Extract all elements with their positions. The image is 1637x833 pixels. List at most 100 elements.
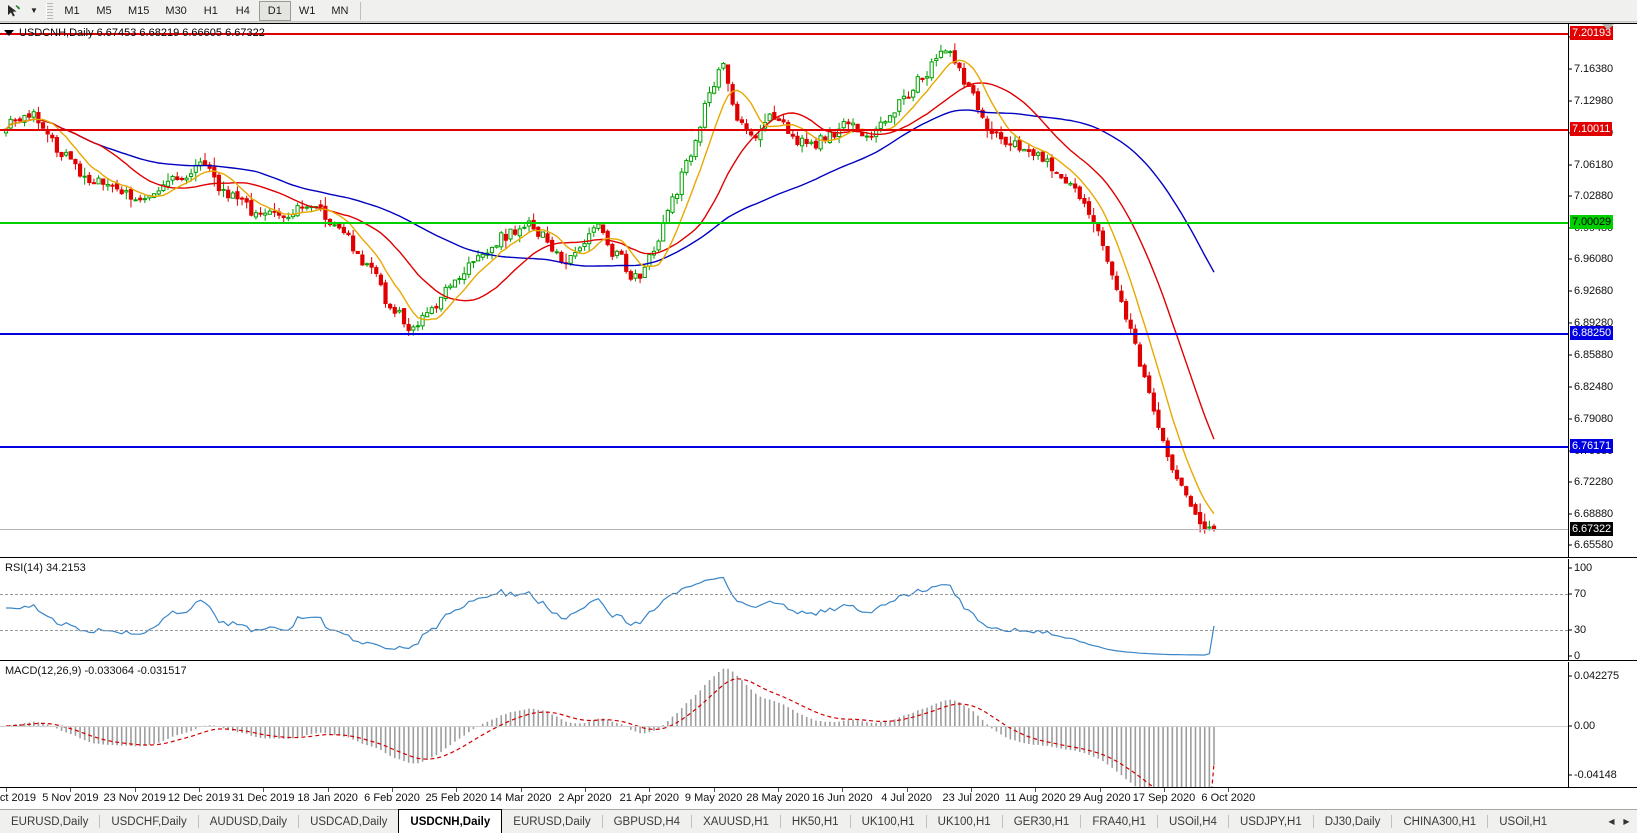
tab-divider bbox=[1001, 815, 1003, 828]
chart-tab-usoil-h4[interactable]: USOil,H4 bbox=[1169, 816, 1217, 828]
price-pane[interactable]: USDCNH,Daily 6.67453 6.68219 6.66605 6.6… bbox=[0, 24, 1637, 558]
date-tick bbox=[199, 788, 200, 792]
timeframe-button-mn[interactable]: MN bbox=[331, 4, 349, 17]
date-axis-label: 16 Jun 2020 bbox=[812, 792, 873, 804]
date-tick bbox=[70, 788, 72, 792]
macd-plot[interactable] bbox=[0, 662, 1568, 787]
price-level-badge-7.10011[interactable]: 7.10011 bbox=[1570, 121, 1613, 136]
rsi-level-30 bbox=[0, 629, 1568, 631]
rsi-tick bbox=[1568, 655, 1572, 657]
rsi-plot[interactable] bbox=[0, 559, 1568, 660]
candlestick-series bbox=[3, 43, 1217, 534]
macd-series bbox=[5, 668, 1215, 787]
crosshair-cursor-icon[interactable] bbox=[0, 1, 26, 21]
chart-tab-hk50-h1[interactable]: HK50,H1 bbox=[791, 816, 839, 828]
timeframe-button-w1[interactable]: W1 bbox=[298, 4, 316, 17]
macd-pane[interactable]: MACD(12,26,9) -0.033064 -0.031517 0.0422… bbox=[0, 662, 1637, 787]
price-tick bbox=[1568, 322, 1572, 324]
date-tick bbox=[1164, 788, 1165, 792]
price-level-line-6.76171[interactable] bbox=[0, 445, 1568, 448]
macd-tick bbox=[1568, 725, 1572, 727]
price-level-badge-6.67322[interactable]: 6.67322 bbox=[1570, 521, 1614, 536]
price-level-line-7.00029[interactable] bbox=[0, 222, 1568, 225]
tab-nav: ◀ ▶ bbox=[1605, 810, 1637, 833]
chart-tab-usdcad-daily[interactable]: USDCAD,Daily bbox=[310, 816, 388, 828]
price-level-line-7.20193[interactable] bbox=[0, 33, 1568, 36]
timeframe-button-m5[interactable]: M5 bbox=[96, 4, 112, 17]
chart-tab-gbpusd-h4[interactable]: GBPUSD,H4 bbox=[613, 816, 681, 828]
tab-divider bbox=[601, 815, 603, 828]
chart-tab-dj30-daily[interactable]: DJ30,Daily bbox=[1324, 816, 1381, 828]
macd-tick bbox=[1568, 774, 1572, 776]
timeframe-button-m1[interactable]: M1 bbox=[64, 4, 80, 17]
price-level-badge-6.88250[interactable]: 6.88250 bbox=[1570, 325, 1614, 340]
tab-divider bbox=[1157, 815, 1158, 828]
rsi-tick bbox=[1568, 593, 1572, 595]
rsi-axis[interactable]: 100 70 30 0 bbox=[1568, 559, 1637, 660]
date-axis-label: 6 Feb 2020 bbox=[364, 792, 420, 804]
timeframe-button-h4[interactable]: H4 bbox=[235, 4, 250, 17]
chart-tab-eurusd-daily[interactable]: EURUSD,Daily bbox=[11, 816, 89, 828]
tab-divider bbox=[1312, 815, 1314, 828]
price-level-badge-6.76171[interactable]: 6.76171 bbox=[1570, 438, 1614, 453]
timeframe-button-d1[interactable]: D1 bbox=[258, 0, 291, 21]
chart-tab-fra40-h1[interactable]: FRA40,H1 bbox=[1092, 816, 1146, 828]
chart-tab-china300-h1[interactable]: CHINA300,H1 bbox=[1403, 816, 1477, 828]
chart-tab-usoil-h1[interactable]: USOil,H1 bbox=[1499, 816, 1548, 828]
price-axis-line bbox=[1568, 24, 1569, 557]
main-toolbar: ▼ M1 M5 M15 M30 H1 H4 D1 W1 MN bbox=[0, 0, 1637, 22]
chart-area[interactable]: USDCNH,Daily 6.67453 6.68219 6.66605 6.6… bbox=[0, 23, 1637, 810]
chart-tab-usdchf-daily[interactable]: USDCHF,Daily bbox=[111, 816, 187, 828]
toolbar-empty-area bbox=[365, 1, 1637, 21]
chart-tab-uk100-h1[interactable]: UK100,H1 bbox=[861, 816, 915, 828]
date-tick bbox=[1035, 788, 1037, 792]
chart-tab-xauusd-h1[interactable]: XAUUSD,H1 bbox=[703, 816, 769, 828]
date-axis-label: 28 May 2020 bbox=[746, 792, 810, 804]
date-axis-label: 23 Jul 2020 bbox=[942, 792, 1000, 804]
macd-axis[interactable]: 0.042275 0.00 -0.04148 bbox=[1568, 662, 1637, 787]
chart-tab-usdjpy-h1[interactable]: USDJPY,H1 bbox=[1239, 816, 1302, 828]
price-level-line-7.10011[interactable] bbox=[0, 128, 1568, 131]
price-axis[interactable]: 7.197807.163807.129807.095807.061807.028… bbox=[1568, 24, 1637, 557]
timeframe-button-m15[interactable]: M15 bbox=[128, 4, 150, 17]
timeframe-button-h1[interactable]: H1 bbox=[203, 4, 218, 17]
date-tick bbox=[842, 788, 844, 792]
chart-scroll-marker-icon[interactable] bbox=[1602, 24, 1614, 30]
ma-mid-line bbox=[5, 59, 1215, 515]
date-tick bbox=[713, 788, 715, 792]
date-axis-label: 14 Mar 2020 bbox=[489, 792, 552, 804]
price-tick bbox=[1568, 386, 1572, 388]
price-axis-label: 6.79080 bbox=[1574, 412, 1614, 425]
price-axis-label: 6.65580 bbox=[1574, 539, 1614, 552]
rsi-pane[interactable]: RSI(14) 34.2153 100 70 30 0 bbox=[0, 559, 1637, 661]
chevron-left-icon[interactable]: ◀ bbox=[1605, 814, 1618, 829]
date-axis-label: 5 Nov 2019 bbox=[42, 792, 99, 804]
price-level-line-6.88250[interactable] bbox=[0, 332, 1568, 335]
chart-tab-uk100-h1[interactable]: UK100,H1 bbox=[937, 816, 991, 828]
triangle-down-icon[interactable] bbox=[4, 30, 14, 36]
chart-tab-audusd-daily[interactable]: AUDUSD,Daily bbox=[209, 816, 288, 828]
price-plot[interactable] bbox=[0, 24, 1568, 557]
macd-axis-label: -0.04148 bbox=[1574, 769, 1617, 781]
tab-divider bbox=[849, 815, 851, 828]
chevron-right-icon[interactable]: ▶ bbox=[1620, 814, 1633, 829]
chart-tab-usdcnh-daily[interactable]: USDCNH,Daily bbox=[398, 809, 503, 833]
timeframe-button-m30[interactable]: M30 bbox=[165, 4, 187, 17]
chevron-down-icon[interactable]: ▼ bbox=[30, 6, 38, 15]
chart-tab-eurusd-daily[interactable]: EURUSD,Daily bbox=[513, 816, 591, 828]
date-axis-label: 2 Apr 2020 bbox=[558, 792, 612, 804]
date-tick bbox=[263, 788, 265, 792]
date-axis-label: 17 Sep 2020 bbox=[1132, 792, 1196, 804]
price-tick bbox=[1568, 164, 1572, 166]
macd-signal-line bbox=[5, 678, 1215, 787]
date-axis-label: 18 Jan 2020 bbox=[297, 792, 358, 804]
macd-header: MACD(12,26,9) -0.033064 -0.031517 bbox=[5, 665, 187, 677]
toolbar-grip[interactable] bbox=[46, 2, 53, 19]
tab-divider bbox=[925, 815, 927, 828]
price-level-line-6.67322[interactable] bbox=[0, 528, 1568, 530]
chart-tab-ger30-h1[interactable]: GER30,H1 bbox=[1013, 816, 1070, 828]
date-axis-label: 9 May 2020 bbox=[684, 792, 743, 804]
date-axis-label: 21 Apr 2020 bbox=[619, 792, 679, 804]
price-level-badge-7.00029[interactable]: 7.00029 bbox=[1570, 215, 1614, 230]
